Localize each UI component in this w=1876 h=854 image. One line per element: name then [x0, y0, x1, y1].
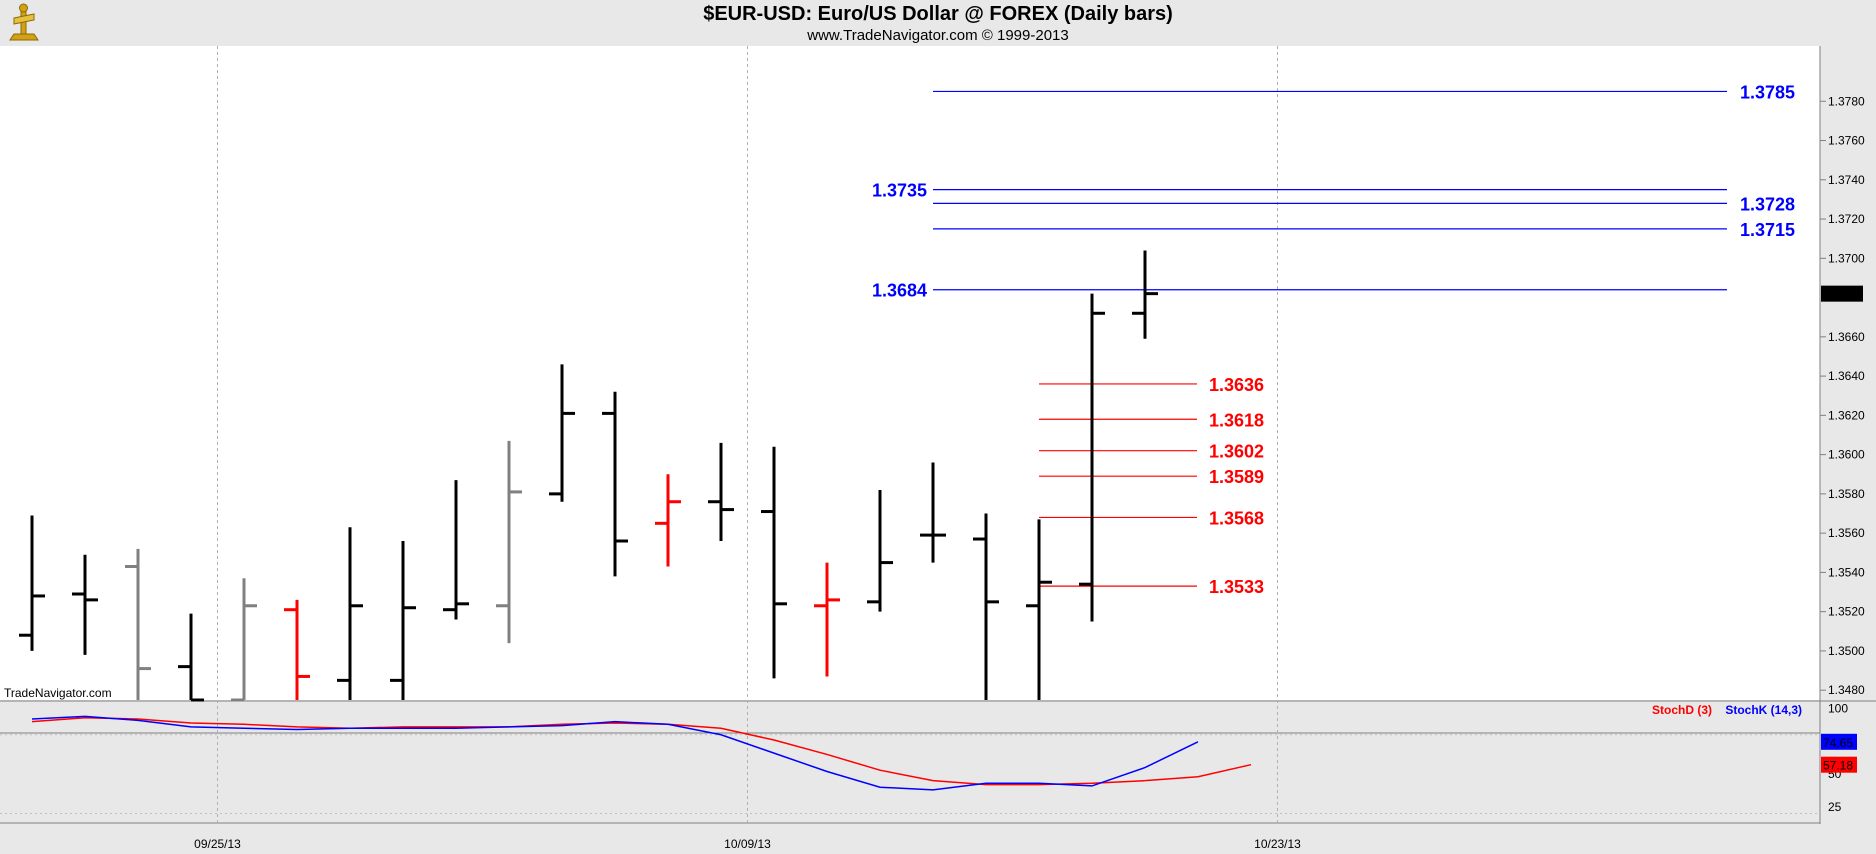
level-label: 1.3684 — [872, 281, 927, 301]
ohlc-bar — [814, 562, 840, 677]
y-tick-label: 1.3580 — [1828, 487, 1865, 501]
ohlc-bar — [973, 513, 999, 700]
stoch-y-tick-label: 25 — [1828, 800, 1842, 814]
stoch-value-badge — [1821, 733, 1857, 750]
stoch-value-label: 74.65 — [1823, 736, 1853, 750]
y-tick-label: 1.3620 — [1828, 408, 1865, 422]
ohlc-bars — [19, 250, 1158, 702]
x-tick-label: 10/09/13 — [724, 837, 771, 851]
x-tick-label: 10/23/13 — [1254, 837, 1301, 851]
ohlc-bar — [602, 391, 628, 577]
chart-header: $EUR-USD: Euro/US Dollar @ FOREX (Daily … — [0, 0, 1876, 46]
stochastic-lines — [0, 715, 1820, 814]
ohlc-bar — [19, 515, 45, 651]
level-label: 1.3618 — [1209, 410, 1264, 430]
y-tick-label: 1.3720 — [1828, 212, 1865, 226]
ohlc-bar — [867, 489, 893, 612]
level-label: 1.3589 — [1209, 467, 1264, 487]
watermark: TradeNavigator.com — [4, 686, 112, 700]
ohlc-bar — [125, 548, 151, 700]
last-price-badge — [1821, 285, 1863, 302]
x-tick-label: 09/25/13 — [194, 837, 241, 851]
ohlc-bar — [1026, 519, 1052, 700]
y-tick-label: 1.3640 — [1828, 369, 1865, 383]
level-label: 1.3728 — [1740, 194, 1795, 214]
stoch-value-label: 57.18 — [1823, 759, 1853, 773]
y-tick-label: 1.3740 — [1828, 173, 1865, 187]
ohlc-bar — [1079, 293, 1105, 622]
stoch-value-badge — [1821, 756, 1857, 773]
tradenavigator-logo-icon — [9, 3, 39, 41]
level-label: 1.3715 — [1740, 220, 1795, 240]
stoch-line-blue — [31, 715, 1199, 791]
ohlc-bar — [920, 462, 946, 563]
chart-subtitle: www.TradeNavigator.com © 1999-2013 — [807, 27, 1069, 44]
y-tick-label: 1.3700 — [1828, 251, 1865, 265]
y-tick-label: 1.3500 — [1828, 644, 1865, 658]
y-tick-label: 1.3480 — [1828, 683, 1865, 697]
stoch-legend-k: StochK (14,3) — [1725, 703, 1802, 717]
stoch-legend-d: StochD (3) — [1652, 703, 1712, 717]
level-label: 1.3636 — [1209, 375, 1264, 395]
level-label: 1.3735 — [872, 181, 927, 201]
ohlc-bar — [1132, 250, 1158, 339]
ohlc-bar — [761, 446, 787, 679]
price-levels: 1.3785 1.3735 1.3728 1.3715 1.3684 1.3636 1.36… — [872, 82, 1795, 597]
y-tick-label: 1.3660 — [1828, 330, 1865, 344]
ohlc-bar — [549, 364, 575, 502]
ohlc-bar — [496, 440, 522, 644]
y-tick-label: 1.3540 — [1828, 565, 1865, 579]
chart-title: $EUR-USD: Euro/US Dollar @ FOREX (Daily … — [703, 3, 1173, 25]
ohlc-bar — [708, 442, 734, 541]
plot-background — [0, 46, 1820, 700]
y-tick-label: 1.3780 — [1828, 94, 1865, 108]
ohlc-bar — [443, 480, 469, 620]
y-tick-label: 1.3600 — [1828, 448, 1865, 462]
axis-labels: 09/25/13 10/09/13 10/23/13 1.3480 1.3500 1.35… — [194, 94, 1865, 851]
stoch-y-tick-label: 100 — [1828, 702, 1848, 716]
ohlc-bar — [655, 474, 681, 567]
level-label: 1.3568 — [1209, 508, 1264, 528]
ohlc-bar — [72, 554, 98, 655]
level-label: 1.3602 — [1209, 442, 1264, 462]
level-label: 1.3533 — [1209, 577, 1264, 597]
ohlc-bar — [231, 578, 257, 702]
last-price-label: 1.3682 — [1823, 288, 1860, 302]
y-tick-label: 1.3760 — [1828, 134, 1865, 148]
ohlc-bar — [284, 599, 310, 700]
level-label: 1.3785 — [1740, 82, 1795, 102]
ohlc-bar — [178, 613, 204, 702]
ohlc-bar — [390, 540, 416, 700]
ohlc-bar — [337, 527, 363, 700]
y-tick-label: 1.3520 — [1828, 605, 1865, 619]
y-tick-label: 1.3560 — [1828, 526, 1865, 540]
